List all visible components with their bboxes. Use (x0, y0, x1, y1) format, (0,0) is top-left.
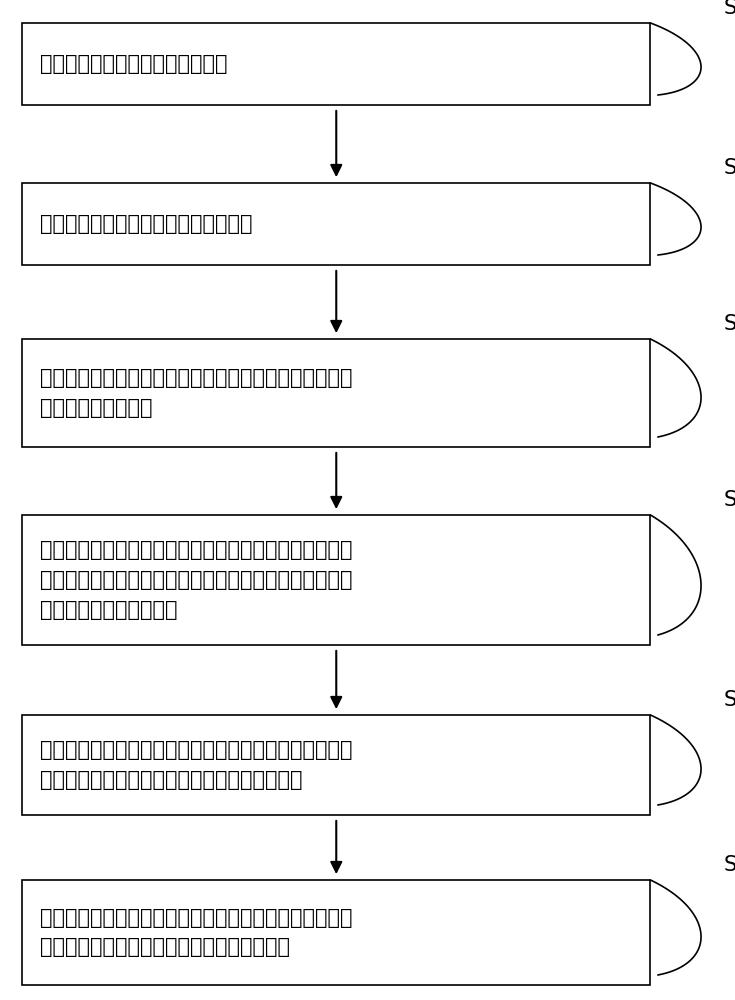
Text: 根据实际射孔工况，简化井下射孔系统: 根据实际射孔工况，简化井下射孔系统 (40, 214, 253, 234)
Text: S5: S5 (724, 690, 735, 710)
Text: 根据模型参数，确定三维计算模型的至少一个材料区域，
并根据至少一个材料区域，确定对应的描述算法进行网格
划分，形成网格计算模型: 根据模型参数，确定三维计算模型的至少一个材料区域， 并根据至少一个材料区域，确定… (40, 540, 353, 620)
Text: S4: S4 (724, 490, 735, 510)
Text: 获取井下射孔系统的实际射孔工况: 获取井下射孔系统的实际射孔工况 (40, 54, 228, 74)
Text: S2: S2 (724, 158, 735, 178)
Bar (22, 339, 650, 447)
Bar (22, 515, 650, 645)
Bar (22, 715, 650, 815)
Text: 根据完整仿真模型，导入有限元分析模型中的数值以进行
模拟运算，并针对模拟运算结果进行综合分析: 根据完整仿真模型，导入有限元分析模型中的数值以进行 模拟运算，并针对模拟运算结果… (40, 908, 353, 957)
Bar (22, 880, 650, 985)
Text: S3: S3 (724, 314, 735, 334)
Bar (22, 23, 650, 105)
Text: S6: S6 (724, 855, 735, 875)
Text: 根据简化后的井下射孔系统，设置射孔过程中的模型参数
，建立三维计算模型: 根据简化后的井下射孔系统，设置射孔过程中的模型参数 ，建立三维计算模型 (40, 368, 353, 418)
Text: S1: S1 (724, 0, 735, 18)
Bar (22, 183, 650, 265)
Text: 根据网格计算模型，针对至少一个材料区域，选用不同的
响应模型方程进行动态响应，形成完整仿真模型: 根据网格计算模型，针对至少一个材料区域，选用不同的 响应模型方程进行动态响应，形… (40, 740, 353, 790)
